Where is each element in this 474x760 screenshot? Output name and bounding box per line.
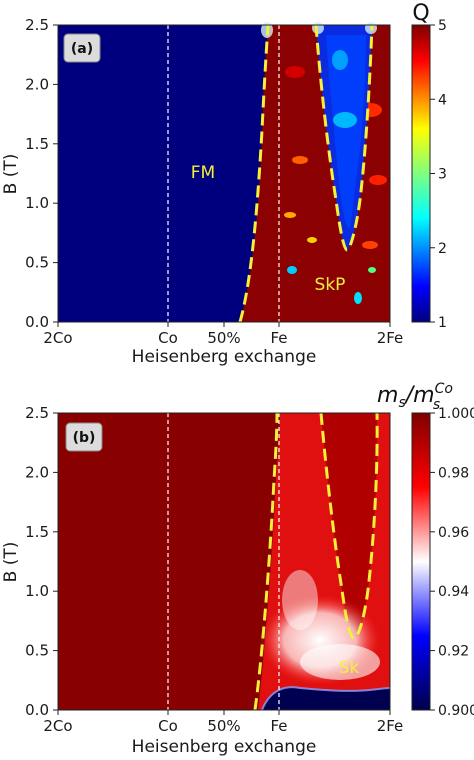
panel-b-x-ticks: 2Co Co 50% Fe 2Fe [43,710,403,735]
panel-a-colorbar-ticks: 5 4 3 2 1 [430,18,447,331]
y-tick-label: 1.5 [25,135,49,153]
colorbar-tick-label: 4 [438,92,447,108]
panel-b-y-ticks: 0.0 0.5 1.0 1.5 2.0 2.5 [25,404,58,719]
y-tick-label: 1.5 [25,523,49,541]
y-tick-label: 1.0 [25,194,49,212]
panel-b-colorbar [411,412,431,711]
panel-b-funnel [321,413,378,638]
colorbar-tick-label: 2 [438,241,447,257]
panel-a-xlabel: Heisenberg exchange [132,347,317,367]
panel-a-label-box [63,33,101,63]
colorbar-tick-label: 3 [438,167,447,183]
x-tick-label: 2Co [43,717,72,735]
panel-b-label: (b) [73,430,96,446]
panel-a-region-fm: FM [191,163,215,183]
colorbar-tick-label: 0.94 [438,584,469,600]
x-tick-label: 50% [207,329,240,347]
panel-b-colorbar-ticks: 1.000 0.98 0.96 0.94 0.92 0.900 [430,406,474,719]
panel-a-colorbar-title: Q [412,1,429,26]
panel-a-colorbar [411,24,431,323]
y-tick-label: 0.5 [25,254,49,272]
panel-a-funnel-inner [326,35,366,229]
panel-b-region-sk: Sk [339,658,360,678]
colorbar-tick-label: 0.92 [438,644,469,660]
panel-b-bottom-strip [262,687,390,710]
panel-b-boundary-left [253,412,279,711]
panel-b-boundary-funnel [319,412,379,640]
panel-b-label-box [65,422,103,452]
colorbar-tick-label: 1 [438,315,447,331]
panel-a-label: (a) [71,41,93,57]
y-tick-label: 0.0 [25,313,49,331]
colorbar-tick-label: 0.900 [438,703,474,719]
x-tick-label: Co [158,717,178,735]
panel-b: (b) Sk 0.00.51.01.52.02.5 2Co Co 50% Fe 2Fe … [1,381,474,757]
x-tick-label: Co [158,329,178,347]
y-tick-label: 2.5 [25,404,49,422]
x-tick-label: 2Fe [377,717,404,735]
y-tick-label: 2.5 [25,16,49,34]
panel-a-boundary-left [238,24,270,323]
panel-a-speckles [284,66,387,304]
y-tick-label: 0.0 [25,701,49,719]
panel-b-xlabel: Heisenberg exchange [132,737,317,757]
x-tick-label: Fe [270,717,287,735]
x-tick-label: 2Co [43,329,72,347]
panel-a: (a) FM SkP 0.0 0.5 1.0 1.5 2.0 2.5 2Co Co 50% Fe… [1,1,447,367]
panel-a-y-ticks: 0.0 0.5 1.0 1.5 2.0 2.5 [25,16,58,331]
x-tick-label: 50% [207,717,240,735]
panel-b-colorbar-title: ms/mCo s [377,381,453,413]
panel-a-ylabel: B (T) [1,154,21,195]
y-tick-label: 2.0 [25,463,49,481]
panel-b-ylabel: B (T) [1,542,21,583]
panel-a-region-skp: SkP [315,275,346,295]
x-tick-label: 2Fe [377,329,404,347]
x-tick-label: Fe [270,329,287,347]
panel-a-boundary-funnel [314,24,374,252]
panel-a-x-ticks: 2Co Co 50% Fe 2Fe [43,322,403,347]
y-tick-label: 1.0 [25,582,49,600]
y-tick-label: 2.0 [25,75,49,93]
colorbar-tick-label: 5 [438,18,447,34]
colorbar-tick-label: 0.98 [438,465,469,481]
y-tick-label: 0.5 [25,642,49,660]
colorbar-tick-label: 1.000 [438,406,474,422]
colorbar-tick-label: 0.96 [438,525,469,541]
